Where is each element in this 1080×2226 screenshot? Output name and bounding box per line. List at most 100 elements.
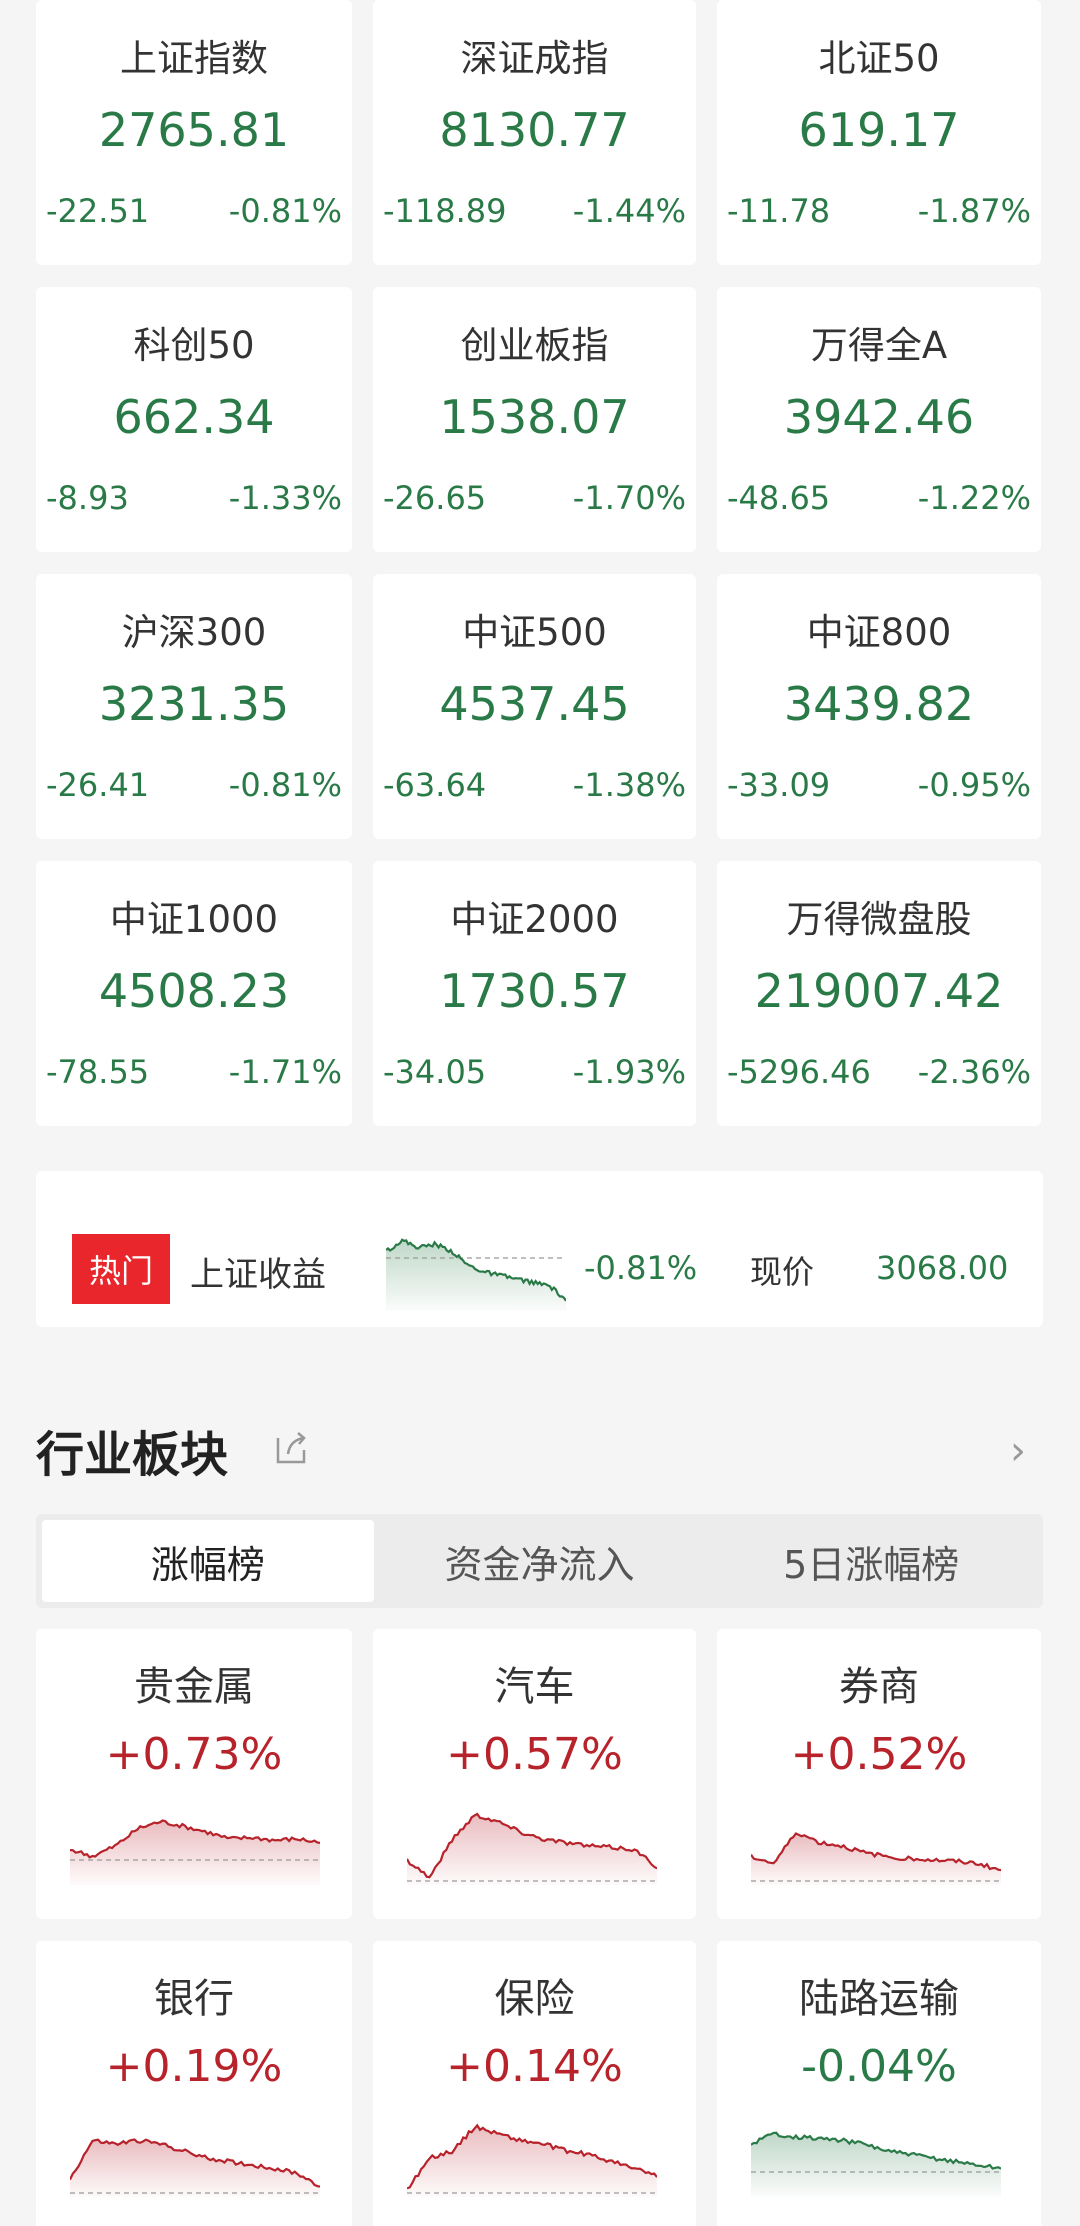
index-pct: -1.71% bbox=[228, 1053, 342, 1091]
hot-name: 上证收益 bbox=[190, 1255, 326, 1295]
sector-tabs: 涨幅榜 资金净流入 5日涨幅榜 bbox=[36, 1514, 1043, 1608]
hot-price: 3068.00 bbox=[876, 1249, 1009, 1287]
index-value: 4508.23 bbox=[98, 964, 290, 1018]
index-card[interactable]: 万得全A 3942.46 -48.65 -1.22% bbox=[717, 287, 1041, 552]
index-name: 沪深300 bbox=[121, 611, 267, 654]
sector-sparkline bbox=[70, 2138, 320, 2197]
share-icon[interactable] bbox=[272, 1428, 312, 1468]
index-change-row: -11.78 -1.87% bbox=[727, 192, 1031, 230]
index-name: 深证成指 bbox=[460, 37, 609, 80]
chevron-right-icon[interactable]: › bbox=[1010, 1428, 1026, 1474]
index-value: 3942.46 bbox=[783, 390, 975, 444]
index-value: 3231.35 bbox=[98, 677, 290, 731]
index-card[interactable]: 北证50 619.17 -11.78 -1.87% bbox=[717, 0, 1041, 265]
sector-card[interactable]: 贵金属 +0.73% bbox=[36, 1629, 352, 1919]
index-card[interactable]: 万得微盘股 219007.42 -5296.46 -2.36% bbox=[717, 861, 1041, 1126]
index-pct: -0.95% bbox=[917, 766, 1031, 804]
index-value: 219007.42 bbox=[754, 964, 1004, 1018]
index-change: -118.89 bbox=[383, 192, 507, 230]
index-name: 创业板指 bbox=[460, 324, 609, 367]
index-change-row: -8.93 -1.33% bbox=[46, 479, 342, 517]
index-value: 2765.81 bbox=[98, 103, 290, 157]
tab-1[interactable]: 资金净流入 bbox=[444, 1542, 635, 1587]
index-name: 科创50 bbox=[133, 324, 255, 367]
sector-name: 贵金属 bbox=[134, 1664, 254, 1710]
index-name: 万得微盘股 bbox=[786, 898, 972, 941]
sparkline-line bbox=[751, 2131, 1001, 2170]
index-value: 619.17 bbox=[798, 103, 960, 157]
index-card[interactable]: 中证2000 1730.57 -34.05 -1.93% bbox=[373, 861, 696, 1126]
index-pct: -2.36% bbox=[917, 1053, 1031, 1091]
index-value: 8130.77 bbox=[439, 103, 630, 157]
hot-card[interactable]: 热门 上证收益 -0.81% 现价 3068.00 bbox=[36, 1171, 1043, 1327]
sector-card[interactable]: 保险 +0.14% bbox=[373, 1941, 696, 2226]
index-change-row: -34.05 -1.93% bbox=[383, 1053, 686, 1091]
sparkline-line bbox=[386, 1238, 566, 1302]
index-card[interactable]: 创业板指 1538.07 -26.65 -1.70% bbox=[373, 287, 696, 552]
sparkline-line bbox=[407, 1812, 657, 1879]
sector-pct: +0.57% bbox=[446, 1729, 623, 1780]
index-card[interactable]: 科创50 662.34 -8.93 -1.33% bbox=[36, 287, 352, 552]
index-change: -48.65 bbox=[727, 479, 831, 517]
sector-sparkline bbox=[407, 1812, 657, 1885]
index-change: -11.78 bbox=[727, 192, 831, 230]
index-change-row: -118.89 -1.44% bbox=[383, 192, 686, 230]
index-value: 1538.07 bbox=[439, 390, 630, 444]
sector-name: 陆路运输 bbox=[799, 1976, 959, 2022]
index-change-row: -33.09 -0.95% bbox=[727, 766, 1031, 804]
sparkline-area bbox=[70, 2139, 320, 2197]
index-change-row: -26.41 -0.81% bbox=[46, 766, 342, 804]
tab-2[interactable]: 5日涨幅榜 bbox=[783, 1542, 960, 1587]
sector-name: 银行 bbox=[154, 1976, 234, 2022]
index-card[interactable]: 深证成指 8130.77 -118.89 -1.44% bbox=[373, 0, 696, 265]
index-card[interactable]: 中证800 3439.82 -33.09 -0.95% bbox=[717, 574, 1041, 839]
index-name: 北证50 bbox=[818, 37, 940, 80]
index-change: -5296.46 bbox=[727, 1053, 871, 1091]
index-change-row: -78.55 -1.71% bbox=[46, 1053, 342, 1091]
index-pct: -1.93% bbox=[572, 1053, 686, 1091]
sector-sparkline bbox=[751, 2131, 1001, 2197]
index-card[interactable]: 沪深300 3231.35 -26.41 -0.81% bbox=[36, 574, 352, 839]
index-change-row: -22.51 -0.81% bbox=[46, 192, 342, 230]
index-change: -33.09 bbox=[727, 766, 831, 804]
sparkline-area bbox=[751, 2132, 1001, 2197]
index-change-row: -63.64 -1.38% bbox=[383, 766, 686, 804]
index-name: 万得全A bbox=[810, 324, 948, 367]
price-label: 现价 bbox=[750, 1253, 815, 1291]
index-change-row: -48.65 -1.22% bbox=[727, 479, 1031, 517]
index-card[interactable]: 中证500 4537.45 -63.64 -1.38% bbox=[373, 574, 696, 839]
index-value: 3439.82 bbox=[783, 677, 975, 731]
index-pct: -1.38% bbox=[572, 766, 686, 804]
index-change: -26.65 bbox=[383, 479, 487, 517]
index-pct: -0.81% bbox=[228, 766, 342, 804]
index-name: 中证500 bbox=[462, 611, 607, 654]
sector-card[interactable]: 银行 +0.19% bbox=[36, 1941, 352, 2226]
sparkline-area bbox=[386, 1239, 566, 1311]
sector-pct: -0.04% bbox=[801, 2041, 957, 2092]
index-value: 662.34 bbox=[113, 390, 275, 444]
index-change-row: -26.65 -1.70% bbox=[383, 479, 686, 517]
sector-sparkline bbox=[70, 1819, 320, 1885]
sector-card[interactable]: 陆路运输 -0.04% bbox=[717, 1941, 1041, 2226]
sector-card[interactable]: 券商 +0.52% bbox=[717, 1629, 1041, 1919]
index-pct: -0.81% bbox=[228, 192, 342, 230]
sector-sparkline bbox=[751, 1832, 1001, 1885]
hot-sparkline bbox=[386, 1238, 566, 1311]
index-change: -63.64 bbox=[383, 766, 487, 804]
index-change-row: -5296.46 -2.36% bbox=[727, 1053, 1031, 1091]
index-card[interactable]: 上证指数 2765.81 -22.51 -0.81% bbox=[36, 0, 352, 265]
sector-name: 保险 bbox=[494, 1976, 575, 2022]
sector-sparkline bbox=[407, 2123, 657, 2197]
sector-name: 汽车 bbox=[494, 1664, 575, 1710]
sector-name: 券商 bbox=[839, 1664, 919, 1710]
tab-0[interactable]: 涨幅榜 bbox=[42, 1520, 374, 1602]
index-pct: -1.70% bbox=[572, 479, 686, 517]
index-name: 中证800 bbox=[806, 611, 952, 654]
sector-card[interactable]: 汽车 +0.57% bbox=[373, 1629, 696, 1919]
index-card[interactable]: 中证1000 4508.23 -78.55 -1.71% bbox=[36, 861, 352, 1126]
section-title: 行业板块 bbox=[36, 1427, 229, 1483]
index-grid: 上证指数 2765.81 -22.51 -0.81% 深证成指 8130.77 -118.8… bbox=[36, 0, 1043, 1126]
index-name: 中证2000 bbox=[450, 898, 619, 941]
index-pct: -1.87% bbox=[917, 192, 1031, 230]
